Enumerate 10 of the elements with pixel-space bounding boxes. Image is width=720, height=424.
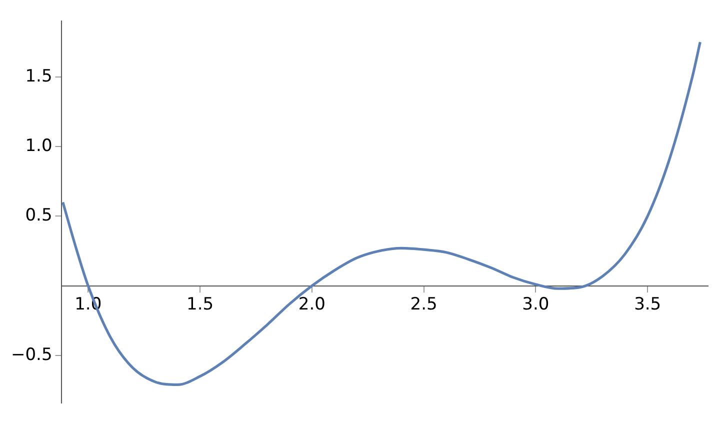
y-tick-label: 1.5 [25,66,52,86]
x-tick-label: 1.5 [186,294,214,314]
x-tick-label: 2.5 [410,294,438,314]
y-tick-label: 0.5 [25,206,52,226]
y-tick-label: 1.0 [25,136,52,156]
x-tick-label: 3.0 [522,294,550,314]
y-tick-label: −0.5 [11,344,52,365]
x-tick-label: 3.5 [634,294,662,314]
line-series [62,40,702,386]
x-tick-label: 2.0 [298,294,326,314]
